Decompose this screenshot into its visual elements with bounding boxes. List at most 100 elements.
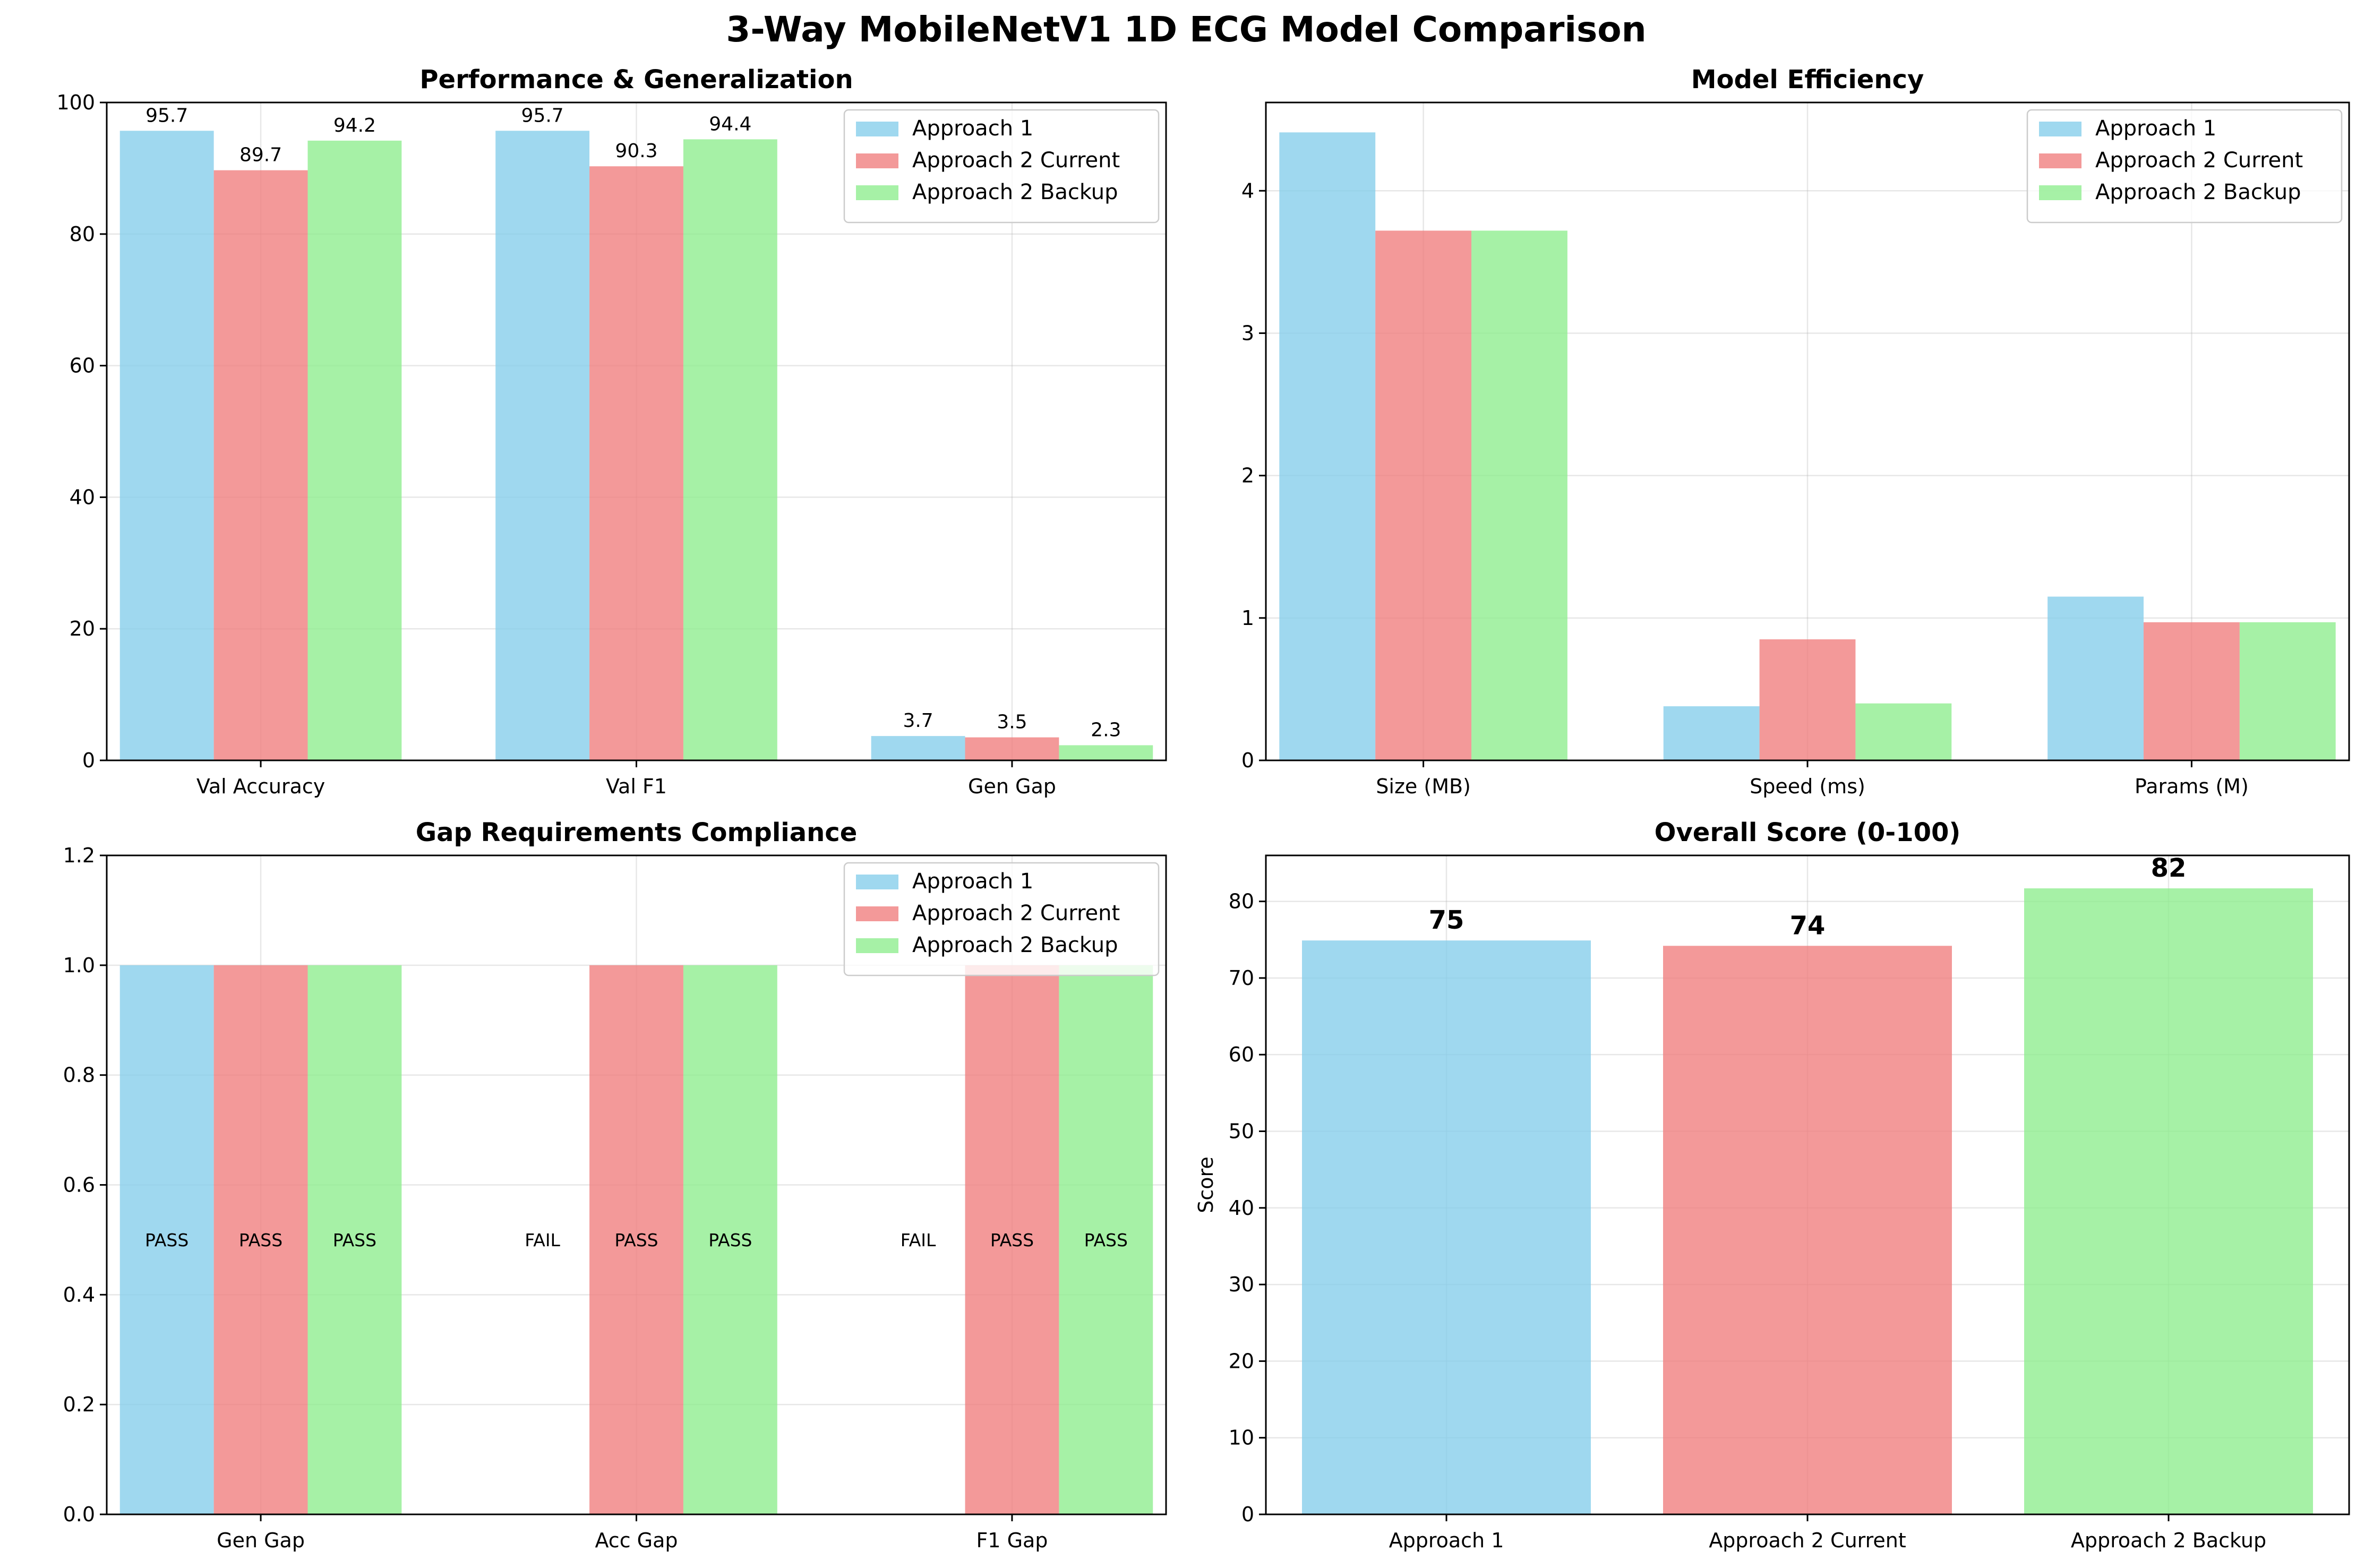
- gap-requirements-compliance-chart: Gap Requirements Compliance PASS FAIL FAIL P…: [63, 818, 1167, 1552]
- status-label-pass: PASS: [708, 1230, 752, 1250]
- bar-approach-2-backup: [2024, 888, 2313, 1514]
- bar-value-label: 94.2: [333, 115, 376, 136]
- legend-label: Approach 2 Backup: [912, 180, 1118, 204]
- x-tick-label: F1 Gap: [976, 1529, 1048, 1552]
- y-tick-label: 60: [70, 354, 95, 378]
- bar-approach-1-gen-gap: [871, 736, 965, 760]
- y-axis-label: Score: [1194, 1156, 1218, 1213]
- bar-approach-2-current-speed-ms: [1759, 639, 1856, 760]
- bar-value-label: 94.4: [709, 113, 751, 135]
- bar-value-label: 3.5: [997, 712, 1027, 733]
- legend-swatch-approach-2-backup: [856, 185, 898, 200]
- legend-frame: [843, 862, 1160, 976]
- bar-value-label: 74: [1790, 911, 1826, 940]
- y-tick-label: 1: [1241, 606, 1254, 630]
- legend: Approach 1 Approach 2 Current Approach 2 B…: [843, 109, 1160, 224]
- y-tick-label: 80: [70, 222, 95, 246]
- status-label-pass: PASS: [333, 1230, 376, 1250]
- y-tick-label: 60: [1229, 1043, 1254, 1066]
- bar-approach-2-backup-params-m: [2239, 622, 2336, 760]
- bar-approach-2-backup-speed-ms: [1855, 703, 1952, 760]
- x-tick-label: Params (M): [2135, 775, 2249, 798]
- x-tick-label: Val Accuracy: [196, 775, 325, 798]
- legend-label: Approach 1: [2095, 116, 2216, 141]
- y-tick-label: 40: [70, 485, 95, 509]
- legend-label: Approach 2 Current: [912, 148, 1120, 173]
- legend-swatch-approach-2-backup: [2039, 185, 2081, 200]
- legend-swatch-approach-1: [856, 875, 898, 889]
- x-tick-label: Approach 2 Backup: [2071, 1529, 2266, 1552]
- bar-approach-2-current-val-f1: [589, 166, 683, 761]
- y-tick-label: 20: [70, 617, 95, 640]
- panel-title: Model Efficiency: [1691, 65, 1924, 95]
- y-tick-label: 10: [1229, 1426, 1254, 1450]
- y-tick-label: 3: [1241, 321, 1254, 345]
- bar-value-label: 82: [2151, 853, 2187, 883]
- x-tick-label: Speed (ms): [1750, 775, 1865, 798]
- legend-label: Approach 1: [912, 869, 1033, 894]
- bar-value-label: 75: [1429, 905, 1464, 935]
- legend-label: Approach 2 Current: [2095, 148, 2303, 173]
- legend-label: Approach 2 Current: [912, 901, 1120, 926]
- status-label-pass: PASS: [1084, 1230, 1128, 1250]
- panel-title: Gap Requirements Compliance: [416, 818, 858, 847]
- bar-value-label: 2.3: [1091, 719, 1121, 741]
- bar-approach-2-backup-val-accuracy: [307, 140, 402, 760]
- legend-swatch-approach-1: [2039, 122, 2081, 136]
- y-tick-label: 0.6: [63, 1173, 95, 1197]
- bar-approach-2-backup-gen-gap: [307, 965, 402, 1514]
- bar-value-label: 90.3: [615, 140, 657, 162]
- legend-swatch-approach-2-current: [856, 153, 898, 168]
- bar-approach-1-speed-ms: [1663, 706, 1760, 760]
- bar-approach-2-current-acc-gap: [589, 965, 683, 1514]
- y-tick-label: 100: [56, 91, 95, 114]
- bar-approach-1-params-m: [2048, 596, 2144, 760]
- bar-approach-2-backup-size-mb: [1471, 230, 1567, 760]
- y-tick-label: 20: [1229, 1349, 1254, 1373]
- y-tick-label: 0.8: [63, 1064, 95, 1087]
- status-label-pass: PASS: [990, 1230, 1034, 1250]
- performance-generalization-chart: Performance & Generalization 95.7 95.7 3.7 8…: [56, 65, 1167, 798]
- x-tick-label: Size (MB): [1376, 775, 1471, 798]
- status-label-fail: FAIL: [525, 1230, 560, 1250]
- bar-value-label: 89.7: [239, 144, 282, 166]
- x-tick-label: Val F1: [606, 775, 667, 798]
- y-tick-label: 0.0: [63, 1503, 95, 1526]
- legend-swatch-approach-2-backup: [856, 938, 898, 953]
- bar-approach-2-backup-f1-gap: [1059, 965, 1153, 1514]
- bar-approach-2-current-params-m: [2143, 622, 2240, 760]
- bar-approach-2-current: [1663, 946, 1952, 1514]
- bar-approach-2-backup-gen-gap: [1059, 745, 1153, 760]
- x-tick-label: Gen Gap: [968, 775, 1056, 798]
- y-tick-label: 50: [1229, 1119, 1254, 1143]
- bar-approach-2-backup-val-f1: [683, 139, 777, 760]
- legend-label: Approach 2 Backup: [912, 933, 1118, 957]
- bar-approach-2-current-gen-gap: [213, 965, 308, 1514]
- bar-value-label: 95.7: [145, 105, 188, 126]
- x-tick-label: Gen Gap: [217, 1529, 305, 1552]
- y-tick-label: 80: [1229, 890, 1254, 913]
- x-tick-label: Acc Gap: [595, 1529, 678, 1552]
- y-tick-label: 1.0: [63, 954, 95, 977]
- bar-approach-1-size-mb: [1279, 132, 1376, 761]
- y-tick-label: 0: [1241, 749, 1254, 772]
- bar-approach-2-current-gen-gap: [965, 737, 1059, 760]
- panel-title: Performance & Generalization: [419, 65, 853, 95]
- bar-approach-1-val-f1: [495, 131, 590, 761]
- status-label-pass: PASS: [239, 1230, 282, 1250]
- legend-swatch-approach-2-current: [856, 906, 898, 921]
- y-tick-label: 4: [1241, 179, 1254, 202]
- y-tick-label: 0: [1241, 1503, 1254, 1526]
- x-tick-label: Approach 1: [1389, 1529, 1504, 1552]
- overall-score-chart: Overall Score (0-100) 75 74 82 0 10 20 30 40 50 60…: [1194, 818, 2350, 1552]
- figure-title: 3-Way MobileNetV1 1D ECG Model Compariso…: [726, 9, 1646, 50]
- bar-approach-1: [1302, 940, 1591, 1514]
- bar-approach-1-val-accuracy: [119, 131, 214, 761]
- legend-label: Approach 1: [912, 116, 1033, 141]
- legend: Approach 1 Approach 2 Current Approach 2 B…: [2026, 109, 2343, 224]
- status-label-pass: PASS: [614, 1230, 658, 1250]
- bar-approach-2-current-size-mb: [1375, 230, 1472, 760]
- legend-swatch-approach-2-current: [2039, 153, 2081, 168]
- legend: Approach 1 Approach 2 Current Approach 2 B…: [843, 862, 1160, 976]
